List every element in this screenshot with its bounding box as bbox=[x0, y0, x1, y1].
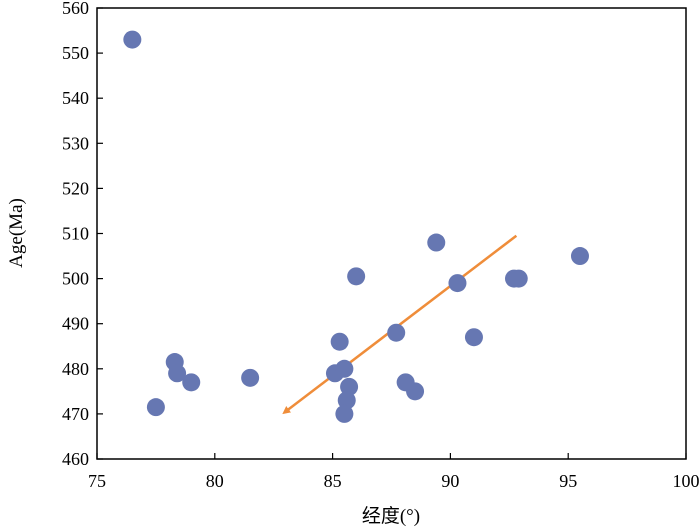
data-point bbox=[241, 368, 260, 387]
data-point bbox=[337, 391, 356, 410]
y-tick-label: 550 bbox=[62, 43, 89, 63]
data-point bbox=[406, 382, 425, 401]
x-axis: 75 80 85 90 95 100 bbox=[88, 453, 700, 491]
y-tick-label: 540 bbox=[62, 88, 89, 108]
trend-arrow bbox=[282, 234, 518, 415]
data-point bbox=[330, 332, 349, 351]
x-tick-label: 80 bbox=[206, 471, 224, 491]
data-points bbox=[123, 30, 589, 423]
data-point bbox=[448, 274, 467, 293]
data-point bbox=[464, 328, 483, 347]
data-point bbox=[335, 359, 354, 378]
data-point bbox=[123, 30, 142, 49]
y-tick-label: 480 bbox=[62, 359, 89, 379]
y-tick-label: 530 bbox=[62, 133, 89, 153]
x-tick-label: 85 bbox=[324, 471, 342, 491]
data-point bbox=[182, 373, 201, 392]
y-tick-label: 470 bbox=[62, 404, 89, 424]
x-tick-label: 75 bbox=[88, 471, 106, 491]
y-tick-label: 510 bbox=[62, 224, 89, 244]
data-point bbox=[427, 233, 446, 252]
x-axis-label: 经度(°) bbox=[362, 505, 420, 527]
y-tick-label: 520 bbox=[62, 178, 89, 198]
x-tick-label: 95 bbox=[559, 471, 577, 491]
annotations bbox=[282, 234, 518, 415]
y-tick-label: 560 bbox=[62, 0, 89, 18]
y-axis: 460 470 480 490 500 510 520 530 540 550 560 bbox=[62, 0, 103, 469]
data-point bbox=[387, 323, 406, 342]
x-tick-label: 90 bbox=[441, 471, 459, 491]
data-point bbox=[509, 269, 528, 288]
x-tick-label: 100 bbox=[673, 471, 700, 491]
y-tick-label: 490 bbox=[62, 314, 89, 334]
data-point bbox=[347, 267, 366, 286]
data-point bbox=[146, 398, 165, 417]
data-point bbox=[335, 404, 354, 423]
y-tick-label: 460 bbox=[62, 449, 89, 469]
y-axis-label: Age(Ma) bbox=[6, 198, 27, 268]
y-tick-label: 500 bbox=[62, 269, 89, 289]
data-point bbox=[340, 377, 359, 396]
data-point bbox=[570, 247, 589, 266]
data-point bbox=[168, 364, 187, 383]
plot-frame bbox=[96, 7, 687, 460]
